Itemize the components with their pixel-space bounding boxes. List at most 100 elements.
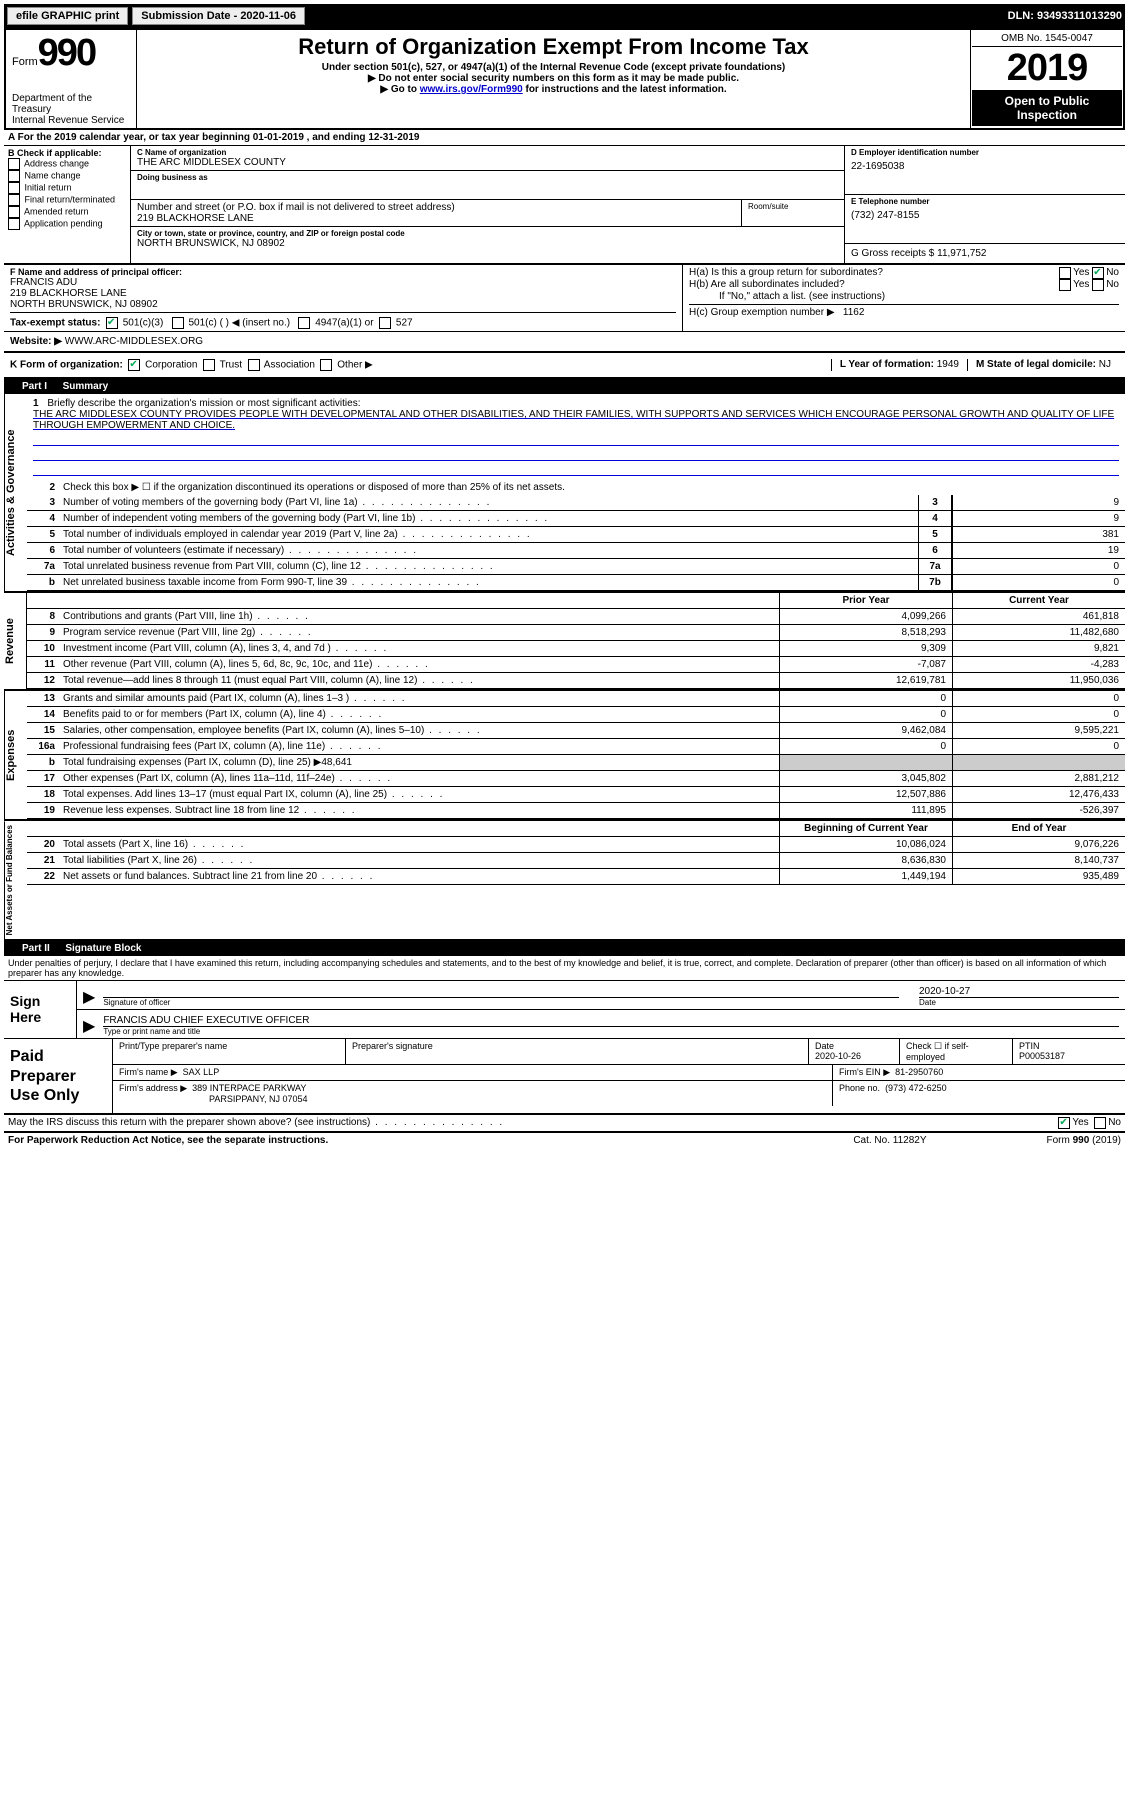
phone-value: (732) 247-8155 [851,210,1119,221]
c-name-label: C Name of organization [137,148,838,157]
preparer-sig-label: Preparer's signature [346,1039,809,1064]
e-label: E Telephone number [851,197,1119,206]
summary-row: 12Total revenue—add lines 8 through 11 (… [27,673,1125,689]
chk-trust[interactable] [203,359,215,371]
net-assets-section: Net Assets or Fund Balances Beginning of… [4,819,1125,941]
part1-header: Part I Summary [4,379,1125,394]
summary-row: 6Total number of volunteers (estimate if… [27,543,1125,559]
chk-initial-return[interactable]: Initial return [8,182,126,194]
prep-date-label: Date [815,1041,834,1051]
mission-label: Briefly describe the organization's miss… [47,398,360,409]
officer-name: FRANCIS ADU [10,277,676,288]
summary-row: 14Benefits paid to or for members (Part … [27,707,1125,723]
discuss-no[interactable] [1094,1117,1106,1129]
officer-addr1: 219 BLACKHORSE LANE [10,288,676,299]
city-state-zip: NORTH BRUNSWICK, NJ 08902 [137,238,838,249]
chk-corp[interactable] [128,359,140,371]
summary-row: 18Total expenses. Add lines 13–17 (must … [27,787,1125,803]
i-label: Tax-exempt status: [10,318,100,329]
line2-text: Check this box ▶ ☐ if the organization d… [59,480,1125,495]
irs-link[interactable]: www.irs.gov/Form990 [420,84,523,95]
f-label: F Name and address of principal officer: [10,267,676,277]
hb-yes[interactable] [1059,279,1071,291]
subtitle-1: Under section 501(c), 527, or 4947(a)(1)… [145,62,962,73]
summary-row: 9Program service revenue (Part VIII, lin… [27,625,1125,641]
name-title-label: Type or print name and title [103,1026,1119,1036]
summary-row: 5Total number of individuals employed in… [27,527,1125,543]
chk-4947[interactable] [298,317,310,329]
officer-name-title: FRANCIS ADU CHIEF EXECUTIVE OFFICER [103,1015,1119,1026]
k-label: K Form of organization: [10,360,123,371]
state-domicile: NJ [1099,359,1111,370]
sig-officer-label: Signature of officer [103,997,899,1007]
hc-label: H(c) Group exemption number ▶ [689,307,835,318]
chk-501c3[interactable] [106,317,118,329]
summary-row: 15Salaries, other compensation, employee… [27,723,1125,739]
col-h: H(a) Is this a group return for subordin… [683,265,1125,331]
begin-year-header: Beginning of Current Year [779,821,952,836]
chk-assoc[interactable] [248,359,260,371]
sig-date-label: Date [919,997,1119,1007]
summary-row: 3Number of voting members of the governi… [27,495,1125,511]
arrow-icon: ▶ [83,987,95,1007]
firm-phone: (973) 472-6250 [885,1083,947,1093]
vtab-revenue: Revenue [4,593,26,689]
revenue-expense-section: Revenue Prior Year Current Year 8Contrib… [4,593,1125,689]
ha-no[interactable] [1092,267,1104,279]
submission-date-button[interactable]: Submission Date - 2020-11-06 [132,7,305,25]
sign-here-label: Sign Here [4,981,77,1038]
discuss-yes[interactable] [1058,1117,1070,1129]
chk-name-change[interactable]: Name change [8,170,126,182]
line16b: Total fundraising expenses (Part IX, col… [59,755,779,770]
footer-right: Form 990 (2019) [1047,1135,1121,1146]
city-label: City or town, state or province, country… [137,229,838,238]
hb-no[interactable] [1092,279,1104,291]
summary-row: 16aProfessional fundraising fees (Part I… [27,739,1125,755]
mission-block: 1 Briefly describe the organization's mi… [27,394,1125,480]
preparer-name-label: Print/Type preparer's name [113,1039,346,1064]
gray-cell-2 [952,755,1125,770]
m-label: M State of legal domicile: [976,359,1096,370]
summary-row: 17Other expenses (Part IX, column (A), l… [27,771,1125,787]
chk-other[interactable] [320,359,332,371]
end-year-header: End of Year [952,821,1125,836]
prep-date: 2020-10-26 [815,1051,861,1061]
chk-final-return[interactable]: Final return/terminated [8,194,126,206]
vtab-expenses: Expenses [4,691,27,819]
chk-amended[interactable]: Amended return [8,206,126,218]
ptin-value: P00053187 [1019,1051,1065,1061]
self-employed-label: Check ☐ if self-employed [900,1039,1013,1064]
chk-pending[interactable]: Application pending [8,218,126,230]
discuss-text: May the IRS discuss this return with the… [8,1117,1058,1129]
form-number: 990 [38,32,95,74]
firm-addr1: 389 INTERPACE PARKWAY [192,1083,306,1093]
j-label: Website: ▶ [10,336,62,347]
summary-row: 11Other revenue (Part VIII, column (A), … [27,657,1125,673]
expenses-section: Expenses 13Grants and similar amounts pa… [4,689,1125,819]
firm-ein-label: Firm's EIN ▶ [839,1067,890,1077]
b-label: B Check if applicable: [8,148,126,158]
addr-label: Number and street (or P.O. box if mail i… [137,202,735,213]
paid-preparer-block: Paid Preparer Use Only Print/Type prepar… [4,1039,1125,1115]
firm-name: SAX LLP [183,1067,220,1077]
d-label: D Employer identification number [851,148,1119,157]
penalty-text: Under penalties of perjury, I declare th… [4,956,1125,981]
chk-527[interactable] [379,317,391,329]
ha-yes[interactable] [1059,267,1071,279]
chk-501c[interactable] [172,317,184,329]
firm-ein: 81-2950760 [895,1067,943,1077]
l-label: L Year of formation: [840,359,934,370]
chk-address-change[interactable]: Address change [8,158,126,170]
open-public-badge: Open to Public Inspection [972,90,1122,126]
part2-header: Part II Signature Block [4,941,1125,956]
vtab-netassets: Net Assets or Fund Balances [4,821,27,939]
title-cell: Return of Organization Exempt From Incom… [137,29,971,129]
prior-year-header: Prior Year [779,593,952,608]
firm-phone-label: Phone no. [839,1083,880,1093]
org-name: THE ARC MIDDLESEX COUNTY [137,157,838,168]
efile-button[interactable]: efile GRAPHIC print [7,7,128,25]
street-address: 219 BLACKHORSE LANE [137,213,735,224]
summary-row: 10Investment income (Part VIII, column (… [27,641,1125,657]
dept-label: Department of the TreasuryInternal Reven… [12,93,130,126]
section-b-row: B Check if applicable: Address change Na… [4,146,1125,265]
